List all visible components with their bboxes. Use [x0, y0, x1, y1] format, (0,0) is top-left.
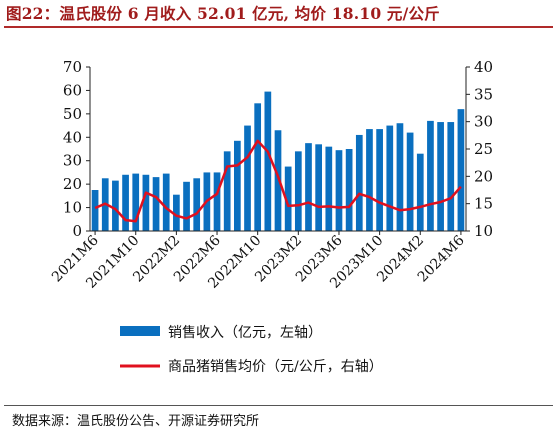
bar-2024M4 [437, 122, 444, 231]
bar-2022M4 [193, 178, 201, 231]
left-tick-label: 20 [63, 175, 82, 193]
bar-2023M11 [386, 125, 394, 231]
left-tick-label: 60 [63, 81, 82, 99]
left-tick-label: 70 [63, 58, 82, 76]
left-tick-label: 50 [63, 105, 82, 123]
bar-2023M8 [355, 134, 363, 231]
chart-title: 图22：温氏股份 6 月收入 52.01 亿元, 均价 18.10 元/公斤 [6, 4, 440, 23]
left-tick-label: 40 [63, 128, 82, 146]
bar-2022M10 [254, 103, 262, 231]
bar-2022M7 [223, 151, 231, 231]
title-divider [4, 26, 553, 28]
bar-2023M12 [396, 123, 404, 231]
source-divider [4, 405, 553, 406]
bar-2023M5 [325, 146, 333, 231]
right-tick-label: 40 [474, 58, 493, 76]
left-tick-label: 10 [63, 199, 82, 217]
bar-2023M3 [305, 143, 312, 231]
right-tick-label: 25 [474, 140, 493, 158]
right-tick-label: 10 [474, 222, 493, 240]
bar-2023M10 [376, 129, 383, 231]
bar-2024M3 [427, 120, 434, 231]
bar-2024M2 [416, 153, 424, 231]
legend-bar-swatch [120, 326, 160, 336]
bar-2023M6 [335, 150, 343, 231]
right-tick-label: 20 [474, 167, 493, 185]
bar-series [91, 91, 465, 231]
bar-2022M6 [213, 172, 221, 231]
bar-2022M2 [173, 194, 180, 231]
bar-2024M1 [406, 132, 414, 231]
price-line [94, 139, 462, 223]
bar-2021M9 [122, 174, 129, 231]
left-tick-label: 0 [72, 222, 82, 240]
bar-2021M10 [132, 173, 140, 231]
bar-2022M8 [233, 140, 241, 231]
right-tick-label: 30 [474, 113, 493, 131]
bar-2023M1 [284, 166, 292, 231]
legend: 销售收入（亿元，左轴） 商品猪销售均价（元/公斤，右轴） [120, 325, 383, 375]
right-tick-label: 35 [474, 85, 493, 103]
bar-2022M11 [264, 91, 272, 231]
bar-2022M9 [244, 125, 251, 231]
bar-2023M9 [366, 129, 373, 231]
left-tick-label: 30 [63, 152, 82, 170]
source-note: 数据来源：温氏股份公告、开源证券研究所 [12, 414, 260, 429]
bar-2021M11 [142, 174, 150, 231]
bar-2022M12 [274, 130, 282, 231]
bar-2021M12 [152, 177, 160, 231]
bar-2021M8 [112, 180, 119, 231]
bar-2023M2 [294, 151, 302, 231]
bar-2023M7 [345, 149, 353, 231]
right-tick-label: 15 [474, 195, 493, 213]
legend-bar-label: 销售收入（亿元，左轴） [168, 325, 322, 341]
bar-2022M3 [183, 181, 190, 231]
bar-2023M4 [315, 144, 323, 231]
bar-2022M1 [162, 173, 170, 231]
legend-line-label: 商品猪销售均价（元/公斤，右轴） [168, 359, 383, 375]
bar-2024M6 [457, 109, 465, 231]
bar-2021M6 [91, 190, 99, 231]
bar-2024M5 [447, 122, 455, 231]
